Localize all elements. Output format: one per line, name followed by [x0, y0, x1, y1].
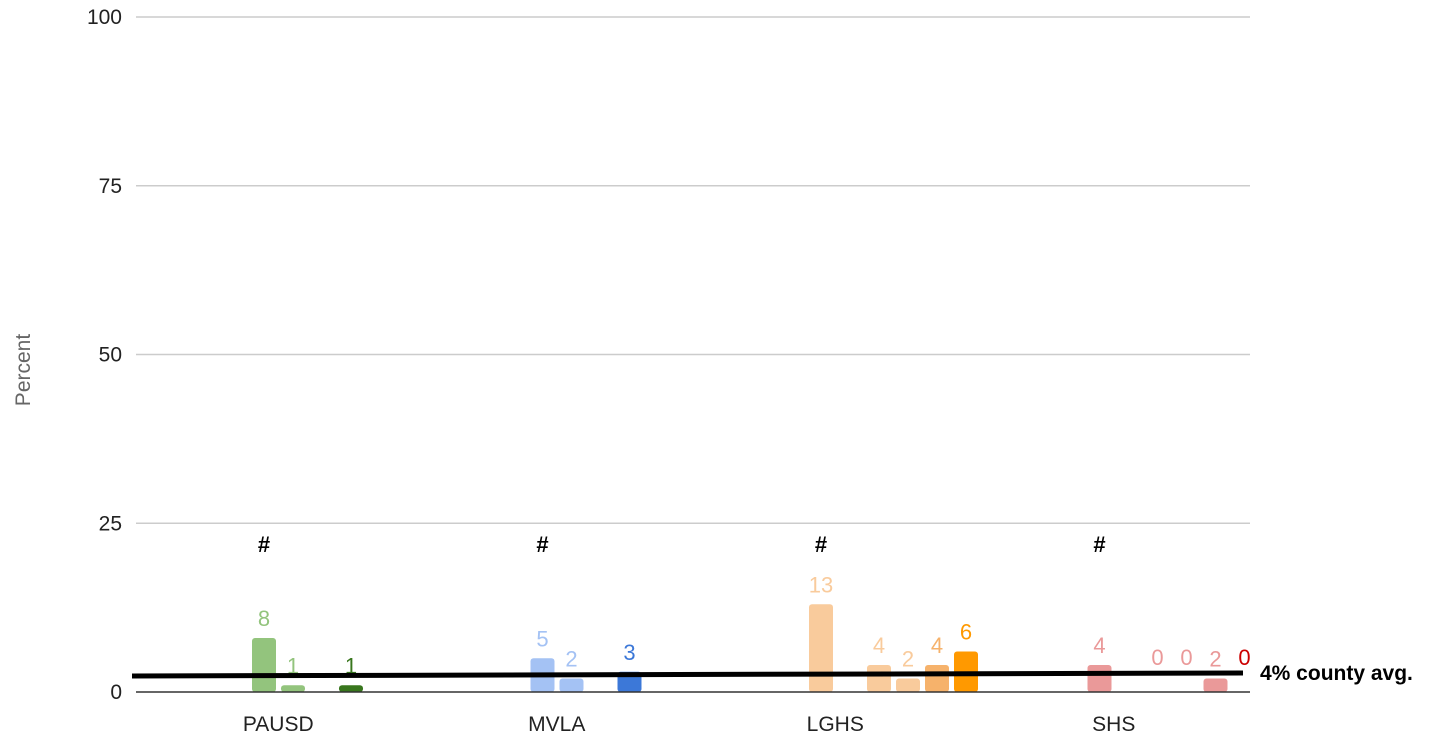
bars	[252, 604, 1228, 692]
category-label: MVLA	[528, 713, 585, 736]
significance-marker: #	[536, 532, 548, 557]
bar	[925, 665, 949, 692]
x-axis-categories: PAUSD MVLA LGHS SHS	[243, 713, 1135, 736]
data-label: 4	[931, 633, 943, 658]
data-label: 2	[565, 647, 577, 672]
y-tick-label: 0	[110, 681, 122, 704]
significance-marker: #	[815, 532, 827, 557]
y-tick-label: 50	[99, 344, 122, 367]
data-label: 4	[1093, 633, 1105, 658]
data-label: 6	[960, 620, 972, 645]
bar	[281, 685, 305, 692]
bar	[809, 604, 833, 692]
bar	[252, 638, 276, 692]
gridlines	[136, 17, 1250, 523]
bar	[867, 665, 891, 692]
county-average-label: 4% county avg.	[1260, 662, 1413, 685]
data-label: 0	[1180, 645, 1192, 670]
bar	[560, 679, 584, 693]
significance-marker: #	[1093, 532, 1105, 557]
data-label: 2	[902, 647, 914, 672]
bar	[1088, 665, 1112, 692]
county-average-line	[132, 673, 1243, 676]
data-label: 8	[258, 606, 270, 631]
category-label: PAUSD	[243, 713, 314, 736]
y-tick-label: 25	[99, 512, 122, 535]
bar	[1204, 679, 1228, 693]
data-label: 0	[1238, 645, 1250, 670]
category-label: SHS	[1092, 713, 1135, 736]
data-label: 5	[536, 626, 548, 651]
data-label: 13	[809, 572, 833, 597]
y-tick-label: 100	[87, 6, 122, 29]
data-label: 0	[1151, 645, 1163, 670]
bar	[896, 679, 920, 693]
y-axis-label: Percent	[12, 334, 35, 407]
significance-marker: #	[258, 532, 270, 557]
category-label: LGHS	[807, 713, 864, 736]
data-label: 4	[873, 633, 885, 658]
data-label: 2	[1209, 647, 1221, 672]
bar	[339, 685, 363, 692]
y-tick-label: 75	[99, 175, 122, 198]
data-label: 3	[623, 640, 635, 665]
y-axis-ticks: 0 25 50 75 100	[87, 6, 122, 704]
